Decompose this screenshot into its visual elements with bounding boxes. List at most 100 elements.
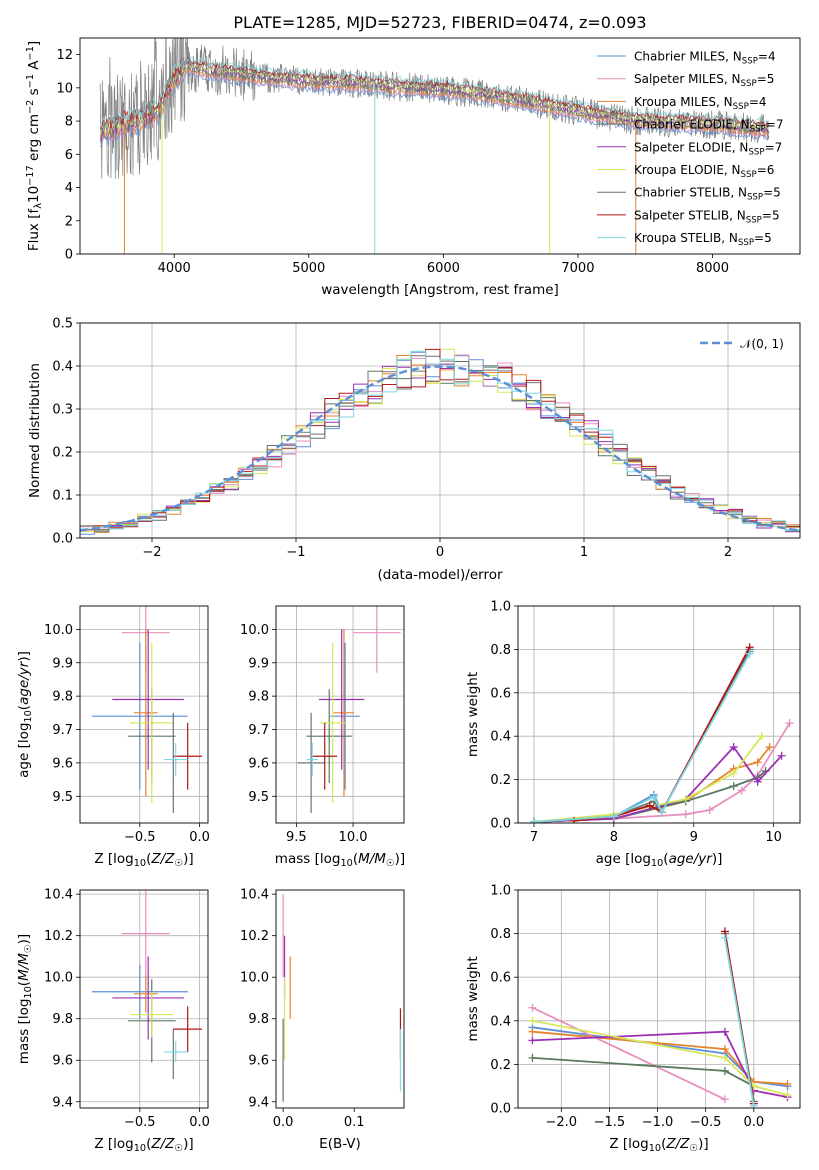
age_vs_mass-frame <box>275 605 405 824</box>
legend-entry: 𝒩(0, 1) <box>740 337 784 351</box>
panel-spectrum: 4000 5000 6000 7000 8000 0 2 4 6 8 10 12 wavelength … <box>25 37 801 298</box>
errorbar-chabrier-miles <box>91 964 188 1019</box>
errorbar-kroupa-miles <box>133 975 158 1013</box>
y-tick-label: 9.5 <box>248 790 269 805</box>
y-tick-label: 9.8 <box>52 690 73 705</box>
y-tick-label: 0.1 <box>52 489 73 504</box>
data-point-marker <box>785 719 794 728</box>
errorbar-salpeter-elodie <box>319 629 365 770</box>
spectrum-plot-area <box>99 38 770 254</box>
spectrum-frame <box>79 37 801 255</box>
mass_vs_Z-grid <box>80 890 208 1108</box>
panel-mass_vs_ebv: 0.0 0.1 9.4 9.6 9.8 10.0 10.2 10.4 E(B-V) <box>240 888 405 1152</box>
model-spectrum-chabrier-stelib <box>100 57 770 132</box>
x-tick-label: 10.0 <box>339 830 368 845</box>
x-axis-label: Z [log10(Z/Z☉)] <box>94 851 193 869</box>
errorbar-salpeter-miles <box>121 890 170 978</box>
y-tick-label: 9.9 <box>248 656 269 671</box>
y-tick-label: 1.0 <box>490 884 511 899</box>
y-tick-label: 0.0 <box>490 1102 511 1117</box>
data-point-marker <box>729 782 738 791</box>
legend-entry: Kroupa MILES, NSSP=4 <box>634 95 767 112</box>
x-axis-label: E(B-V) <box>319 1136 361 1152</box>
y-tick-label: 0.6 <box>490 686 511 701</box>
normal-distribution-curve <box>80 365 800 532</box>
errorbar-chabrier-miles <box>91 642 188 790</box>
y-tick-label: 2 <box>65 214 73 229</box>
x-tick-label: 9.5 <box>286 830 307 845</box>
series-line <box>533 745 783 823</box>
x-axis-label: Z [log10(Z/Z☉)] <box>609 1136 708 1154</box>
y-tick-label: 12 <box>56 48 73 63</box>
mass_vs_Z-frame <box>79 889 209 1109</box>
panel-mass_weight_vs_age: 7 8 9 10 0.0 0.2 0.4 0.6 0.8 1.0 age [log10(age/yr… <box>465 600 801 869</box>
data-point-marker <box>681 795 690 804</box>
errorbar-kroupa-miles <box>333 629 355 797</box>
y-tick-label: 0.8 <box>490 643 511 658</box>
errorbar-salpeter-stelib <box>312 722 338 790</box>
x-tick-label: −1.0 <box>642 1115 674 1130</box>
y-axis-label: mass weight <box>465 672 481 757</box>
y-axis-label: Normed distribution <box>27 363 43 498</box>
figure-title: PLATE=1285, MJD=52723, FIBERID=0474, z=0… <box>233 13 646 32</box>
errorbar-kroupa-stelib <box>163 742 188 777</box>
y-axis-label: Flux [fλ10−17 erg cm−2 s−1 A−1] <box>25 41 44 251</box>
x-tick-label: 2 <box>724 545 732 560</box>
x-axis-label: age [log10(age/yr)] <box>596 851 723 869</box>
y-tick-label: 0.4 <box>52 360 73 375</box>
model-spectrum-kroupa-stelib <box>99 56 770 130</box>
y-tick-label: 10.0 <box>240 623 269 638</box>
data-point-marker <box>528 1053 537 1062</box>
y-axis-label: mass [log10(M/M☉)] <box>16 934 34 1064</box>
y-tick-label: 9.5 <box>52 790 73 805</box>
data-point-marker <box>729 769 738 778</box>
y-tick-label: 10.0 <box>44 971 73 986</box>
x-tick-label: 0.1 <box>344 1115 365 1130</box>
x-tick-label: −1 <box>286 545 305 560</box>
y-tick-label: 1.0 <box>490 600 511 615</box>
data-point-marker <box>528 1016 537 1025</box>
x-tick-label: −2 <box>142 545 161 560</box>
y-tick-label: 9.9 <box>52 656 73 671</box>
data-point-marker <box>681 810 690 819</box>
mass_weight_vs_age-frame <box>517 605 801 824</box>
legend-entry: Salpeter MILES, NSSP=5 <box>634 72 774 89</box>
x-tick-label: 0.0 <box>743 1115 764 1130</box>
y-tick-label: 0.4 <box>490 1014 511 1029</box>
data-point-marker <box>528 1003 537 1012</box>
x-tick-label: 8000 <box>696 261 729 276</box>
mass_weight_vs_age-plot-area <box>529 643 794 823</box>
errorbar-kroupa-stelib <box>163 1041 188 1063</box>
model-spectrum-kroupa-elodie <box>99 62 770 139</box>
data-point-marker <box>783 1080 792 1089</box>
y-tick-label: 0.3 <box>52 403 73 418</box>
legend-entry: Kroupa STELIB, NSSP=5 <box>634 231 772 248</box>
age_vs_mass-plot-area <box>297 606 401 813</box>
x-axis-label: Z [log10(Z/Z☉)] <box>94 1136 193 1154</box>
residual-histogram-salpeter-stelib <box>80 348 800 531</box>
legend-entry: Chabrier MILES, NSSP=4 <box>634 50 776 67</box>
x-tick-label: 0.0 <box>189 1115 210 1130</box>
panel-mass_vs_Z: −0.5 0.0 9.4 9.6 9.8 10.0 10.2 10.4 Z [log10(Z/Z… <box>16 888 210 1154</box>
y-tick-label: 9.7 <box>248 723 269 738</box>
data-point-marker <box>757 732 766 741</box>
x-tick-label: −0.5 <box>124 830 156 845</box>
data-point-marker <box>720 1027 729 1036</box>
data-point-marker <box>783 1090 792 1099</box>
errorbar-kroupa-elodie <box>130 642 174 803</box>
x-axis-label: mass [log10(M/M☉)] <box>275 851 405 869</box>
x-axis-label: wavelength [Angstrom, rest frame] <box>321 282 559 298</box>
errorbar-salpeter-elodie <box>112 956 185 1040</box>
panel-residuals: −2 −1 0 1 2 0.0 0.1 0.2 0.3 0.4 0.5 (data-model)/er… <box>27 317 801 583</box>
y-tick-label: 10.0 <box>44 623 73 638</box>
x-tick-label: 8 <box>610 830 618 845</box>
y-tick-label: 0.4 <box>490 730 511 745</box>
y-tick-label: 0.5 <box>52 317 73 332</box>
x-tick-label: 7 <box>530 830 538 845</box>
residual-histogram-kroupa-stelib <box>80 350 800 531</box>
panel-age_vs_Z: −0.5 0.0 9.5 9.6 9.7 9.8 9.9 10.0 Z [log10(Z/Z☉)… <box>16 605 210 869</box>
age_vs_Z-frame <box>79 605 209 824</box>
data-point-marker <box>528 1027 537 1036</box>
residuals-frame <box>79 322 801 539</box>
data-point-marker <box>753 758 762 767</box>
